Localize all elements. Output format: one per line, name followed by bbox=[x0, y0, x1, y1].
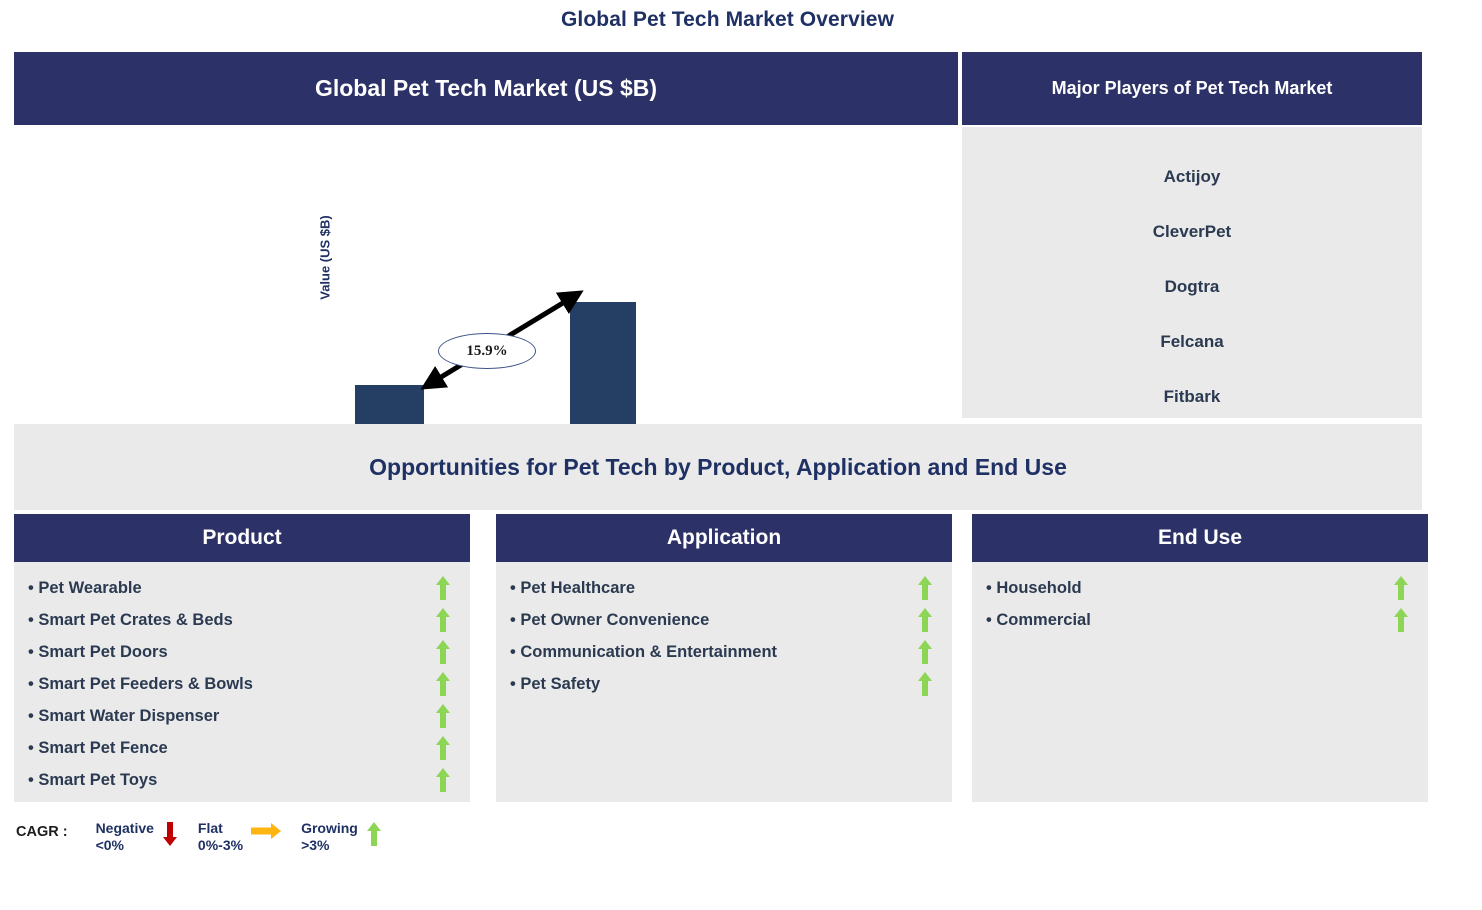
arrow-right-icon bbox=[251, 823, 282, 839]
arrow-up-icon bbox=[436, 672, 450, 696]
legend-entry-name: Negative bbox=[95, 820, 154, 836]
legend-entry-name: Growing bbox=[301, 820, 358, 836]
major-players-list: Actijoy CleverPet Dogtra Felcana Fitbark bbox=[962, 127, 1422, 418]
list-item: Actijoy bbox=[1163, 167, 1221, 186]
arrow-up-icon bbox=[436, 640, 450, 664]
segment-list-application: • Pet Healthcare • Pet Owner Convenience •… bbox=[496, 562, 952, 802]
major-players-card: Major Players of Pet Tech Market Actijoy… bbox=[962, 52, 1422, 418]
list-item: • Household bbox=[986, 572, 1414, 604]
list-item-label: • Smart Pet Feeders & Bowls bbox=[28, 674, 253, 693]
arrow-up-icon bbox=[918, 576, 932, 600]
cagr-legend-entries: Negative <0% Flat 0%-3% Growing >3% bbox=[96, 820, 402, 854]
trend-arrow-cell bbox=[430, 736, 456, 760]
cagr-legend-title: CAGR : bbox=[16, 824, 68, 840]
list-item-label: • Household bbox=[986, 578, 1082, 597]
trend-arrow-cell bbox=[430, 640, 456, 664]
arrow-up-icon bbox=[918, 640, 932, 664]
segment-list-end-use: • Household • Commercial bbox=[972, 562, 1428, 802]
list-item: • Commercial bbox=[986, 604, 1414, 636]
trend-arrow-cell bbox=[1388, 576, 1414, 600]
chart-card-header: Global Pet Tech Market (US $B) bbox=[14, 52, 958, 125]
arrow-up-icon bbox=[436, 768, 450, 792]
page-title: Global Pet Tech Market Overview bbox=[561, 8, 894, 31]
list-item-label: • Pet Wearable bbox=[28, 578, 142, 597]
list-item: • Smart Water Dispenser bbox=[28, 700, 456, 732]
list-item-label: • Smart Pet Crates & Beds bbox=[28, 610, 233, 629]
list-item: • Smart Pet Fence bbox=[28, 732, 456, 764]
arrow-up-icon bbox=[1394, 608, 1408, 632]
legend-entry: Negative <0% bbox=[96, 820, 188, 854]
list-item: • Smart Pet Feeders & Bowls bbox=[28, 668, 456, 700]
arrow-up-icon bbox=[436, 736, 450, 760]
list-item-label: • Pet Owner Convenience bbox=[510, 610, 710, 629]
list-item: • Pet Healthcare bbox=[510, 572, 938, 604]
arrow-up-icon bbox=[436, 608, 450, 632]
market-chart-card: Global Pet Tech Market (US $B) Value (US… bbox=[14, 52, 958, 535]
cagr-callout: 15.9% bbox=[438, 333, 536, 369]
arrow-up-icon bbox=[366, 820, 382, 846]
list-item-label: • Communication & Entertainment bbox=[510, 642, 778, 661]
list-item: • Smart Pet Toys bbox=[28, 764, 456, 796]
trend-arrow-cell bbox=[912, 576, 938, 600]
list-item-label: • Smart Pet Toys bbox=[28, 770, 158, 789]
list-item-label: • Smart Pet Fence bbox=[28, 738, 168, 757]
list-item: • Pet Safety bbox=[510, 668, 938, 700]
segment-header-product: Product bbox=[14, 514, 470, 562]
legend-entry-text: Flat 0%-3% bbox=[198, 820, 243, 854]
trend-arrow-cell bbox=[430, 672, 456, 696]
list-item-label: • Pet Safety bbox=[510, 674, 601, 693]
segment-card-application: Application • Pet Healthcare • Pet Owner … bbox=[496, 514, 952, 802]
trend-arrow-cell bbox=[1388, 608, 1414, 632]
list-item: • Smart Pet Crates & Beds bbox=[28, 604, 456, 636]
legend-entry: Flat 0%-3% bbox=[198, 820, 291, 854]
segment-header-application: Application bbox=[496, 514, 952, 562]
trend-arrow-cell bbox=[912, 608, 938, 632]
trend-arrow-cell bbox=[430, 576, 456, 600]
segment-card-product: Product • Pet Wearable • Smart Pet Crates… bbox=[14, 514, 470, 802]
major-players-header: Major Players of Pet Tech Market bbox=[962, 52, 1422, 125]
list-item: • Communication & Entertainment bbox=[510, 636, 938, 668]
trend-arrow-cell bbox=[430, 704, 456, 728]
list-item: • Pet Wearable bbox=[28, 572, 456, 604]
arrow-up-icon bbox=[366, 822, 381, 846]
arrow-up-icon bbox=[918, 608, 932, 632]
legend-entry-text: Growing >3% bbox=[301, 820, 358, 854]
segment-header-end-use: End Use bbox=[972, 514, 1428, 562]
trend-arrow-cell bbox=[912, 672, 938, 696]
legend-entry-name: Flat bbox=[197, 820, 223, 836]
arrow-down-icon bbox=[162, 822, 177, 846]
arrow-up-icon bbox=[436, 576, 450, 600]
trend-arrow-cell bbox=[430, 608, 456, 632]
arrow-right-icon bbox=[251, 820, 282, 840]
legend-entry-text: Negative <0% bbox=[96, 820, 154, 854]
arrow-up-icon bbox=[918, 672, 932, 696]
trend-arrow-cell bbox=[912, 640, 938, 664]
arrow-down-icon bbox=[162, 820, 178, 846]
arrow-up-icon bbox=[436, 704, 450, 728]
list-item: Felcana bbox=[1160, 332, 1224, 351]
chart-plot-container: Value (US $B) 2024 2031 15.9% Source : L… bbox=[14, 125, 958, 535]
trend-arrow-cell bbox=[430, 768, 456, 792]
legend-entry-range: >3% bbox=[301, 837, 330, 853]
legend-entry-range: <0% bbox=[95, 837, 124, 853]
list-item: CleverPet bbox=[1152, 222, 1232, 241]
list-item-label: • Commercial bbox=[986, 610, 1091, 629]
arrow-up-icon bbox=[1394, 576, 1408, 600]
list-item-label: • Smart Water Dispenser bbox=[28, 706, 220, 725]
list-item: • Smart Pet Doors bbox=[28, 636, 456, 668]
legend-entry-range: 0%-3% bbox=[197, 837, 244, 853]
list-item: Dogtra bbox=[1164, 277, 1220, 296]
cagr-legend: CAGR : Negative <0% Flat 0%-3% Growing >3% bbox=[16, 820, 402, 870]
list-item-label: • Smart Pet Doors bbox=[28, 642, 168, 661]
segment-card-end-use: End Use • Household • Commercial bbox=[972, 514, 1428, 802]
opportunities-banner: Opportunities for Pet Tech by Product, A… bbox=[14, 424, 1422, 510]
list-item: Fitbark bbox=[1163, 387, 1221, 406]
list-item-label: • Pet Healthcare bbox=[510, 578, 635, 597]
legend-entry: Growing >3% bbox=[301, 820, 392, 854]
list-item: • Pet Owner Convenience bbox=[510, 604, 938, 636]
segment-list-product: • Pet Wearable • Smart Pet Crates & Beds •… bbox=[14, 562, 470, 802]
